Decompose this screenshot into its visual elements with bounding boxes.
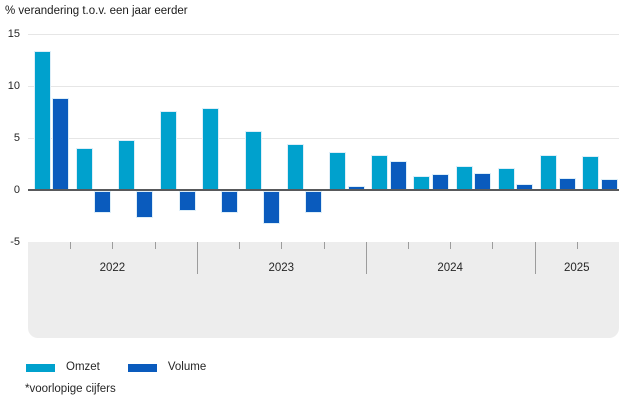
- y-axis-tick-label: 0: [13, 184, 20, 196]
- y-axis-tick-label: -5: [10, 236, 20, 248]
- bar-volume-2023-I: [220, 191, 238, 213]
- bar-volume-2023-III: [305, 191, 323, 213]
- bar-omzet-2023-III: [286, 144, 304, 190]
- footnote: *voorlopige cijfers: [25, 383, 116, 395]
- bar-volume-2022-III: [136, 191, 154, 219]
- bar-omzet-2023-IV: [329, 151, 346, 190]
- bar-volume-2024-III: [474, 173, 492, 190]
- y-axis-tick-label: 10: [7, 80, 20, 92]
- quarter-tick: [154, 242, 156, 249]
- bar-volume-2024-I: [389, 160, 407, 190]
- bar-volume-2023-II: [263, 191, 281, 225]
- quarter-tick: [70, 242, 72, 249]
- quarter-tick: [281, 242, 283, 249]
- y-axis-tick-label: 15: [7, 28, 20, 40]
- quarter-tick: [492, 242, 494, 249]
- x-axis-year-label: 2023: [268, 262, 295, 274]
- quarter-tick: [323, 242, 325, 249]
- omzet-legend-label: Omzet: [66, 361, 100, 373]
- gridline-10: [28, 85, 619, 87]
- gridline-5: [28, 137, 619, 139]
- year-separator: [365, 242, 367, 274]
- bar-omzet-2022-I: [33, 50, 51, 190]
- x-axis-band: 2022 2023 2024 2025: [28, 242, 619, 338]
- chart-title: % verandering t.o.v. een jaar eerder: [5, 5, 188, 17]
- bar-omzet-2024-I: [371, 154, 389, 190]
- quarter-tick: [112, 242, 114, 249]
- bar-volume-2022-IV: [178, 191, 196, 211]
- bar-volume-2024-II: [431, 174, 449, 190]
- bar-volume-2022-I: [52, 98, 69, 190]
- quarter-tick: [407, 242, 409, 249]
- bar-omzet-2023-II: [244, 130, 262, 190]
- x-axis-year-label: 2025: [563, 262, 590, 274]
- bar-omzet-2022-III: [117, 140, 135, 190]
- bar-omzet-2025-II: [582, 155, 600, 190]
- omzet-swatch-icon: [26, 363, 55, 372]
- x-axis-year-label: 2022: [99, 262, 126, 274]
- zero-axis-line: [28, 188, 619, 192]
- x-axis-year-label: 2024: [437, 262, 463, 274]
- volume-swatch-icon: [127, 363, 157, 372]
- bar-omzet-2024-III: [455, 166, 473, 190]
- bar-omzet-2022-II: [75, 148, 93, 190]
- bar-omzet-2023-I: [202, 107, 220, 190]
- quarter-tick: [450, 242, 452, 249]
- bar-omzet-2025-I: [540, 154, 558, 190]
- volume-legend-label: Volume: [167, 361, 207, 373]
- quarter-tick: [239, 242, 241, 249]
- bar-volume-2022-II: [94, 191, 112, 213]
- y-axis-tick-label: 5: [13, 132, 20, 144]
- chart-legend: Omzet Volume: [26, 361, 206, 373]
- bar-omzet-2024-IV: [497, 168, 515, 190]
- year-separator: [196, 242, 198, 274]
- year-separator: [534, 242, 536, 274]
- quarter-tick: [576, 242, 578, 249]
- bar-omzet-2022-IV: [160, 110, 178, 190]
- gridline-15: [28, 33, 619, 35]
